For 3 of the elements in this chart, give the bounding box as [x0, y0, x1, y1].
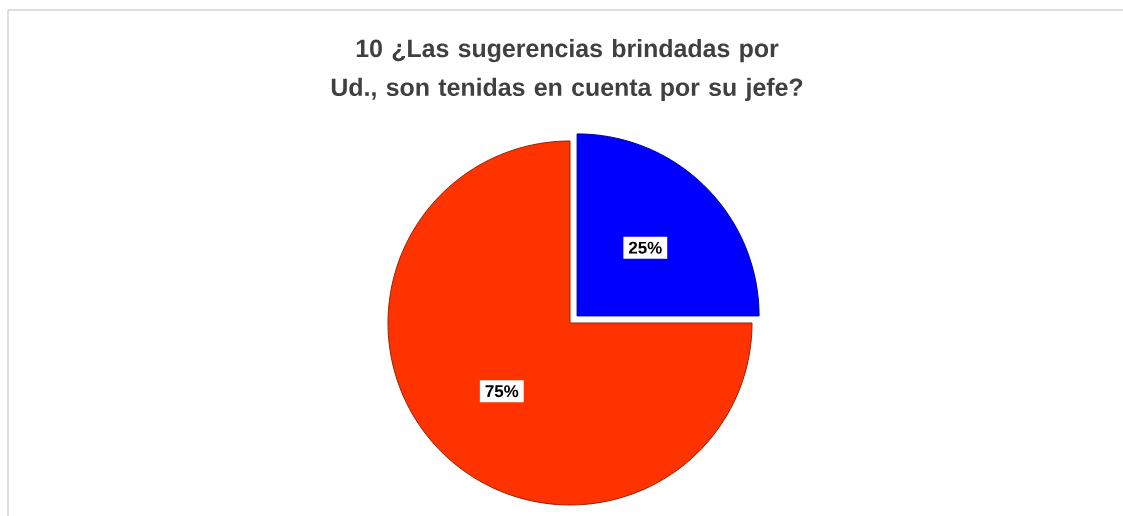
data-label: 25%	[628, 241, 662, 254]
data-label: 75%	[485, 385, 519, 398]
chart-title: 10 ¿Las sugerencias brindadas por Ud., son tenidas en cuenta por su jefe?	[331, 38, 803, 102]
